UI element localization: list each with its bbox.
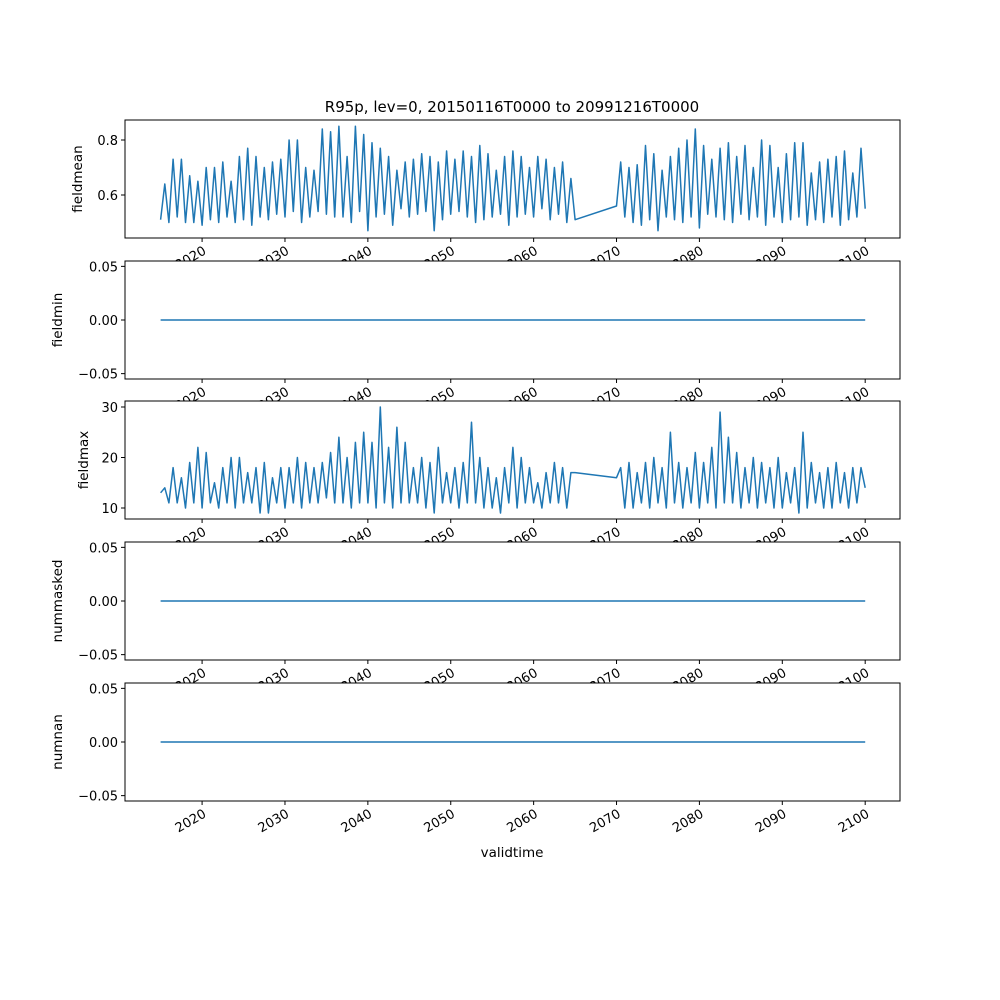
x-tick-label: 2050 (422, 807, 458, 837)
x-axis-label: validtime (481, 845, 544, 861)
chart-title: R95p, lev=0, 20150116T0000 to 20991216T0… (325, 98, 699, 116)
series-line-fieldmax (160, 406, 866, 514)
y-tick-label: 30 (101, 401, 118, 416)
x-tick-label: 2030 (256, 807, 292, 837)
x-tick-label: 2100 (836, 807, 872, 837)
y-tick-label: −0.05 (78, 649, 118, 664)
y-tick-label: 0.00 (89, 314, 118, 329)
y-tick-label: −0.05 (78, 790, 118, 805)
y-tick-label: 0.05 (89, 541, 118, 556)
y-tick-label: −0.05 (78, 368, 118, 383)
y-axis-label: fieldmean (70, 145, 86, 212)
y-axis-label: fieldmin (50, 293, 66, 348)
y-tick-label: 0.05 (89, 682, 118, 697)
axes-frame (124, 400, 901, 520)
x-tick-label: 2090 (753, 807, 789, 837)
series-line-fieldmean (159, 125, 866, 232)
y-tick-label: 0.6 (97, 189, 118, 204)
x-tick-label: 2060 (504, 807, 540, 837)
y-axis-label: numnan (50, 714, 66, 770)
y-tick-label: 10 (101, 502, 118, 517)
x-tick-label: 2040 (339, 807, 375, 837)
y-axis-label: nummasked (50, 560, 66, 643)
y-tick-label: 0.05 (89, 260, 118, 275)
x-tick-label: 2080 (670, 807, 706, 837)
y-tick-label: 20 (101, 452, 118, 467)
x-tick-label: 2070 (587, 807, 623, 837)
x-tick-label: 2020 (173, 807, 209, 837)
y-tick-label: 0.00 (89, 736, 118, 751)
y-tick-label: 0.8 (97, 134, 118, 149)
subplot-numnan: −0.05 0.00 0.05 numnan 2020 2030 2040 2050 2060 2… (50, 682, 901, 837)
y-axis-label: fieldmax (76, 431, 92, 490)
y-tick-label: 0.00 (89, 595, 118, 610)
axes-frame (124, 119, 901, 239)
